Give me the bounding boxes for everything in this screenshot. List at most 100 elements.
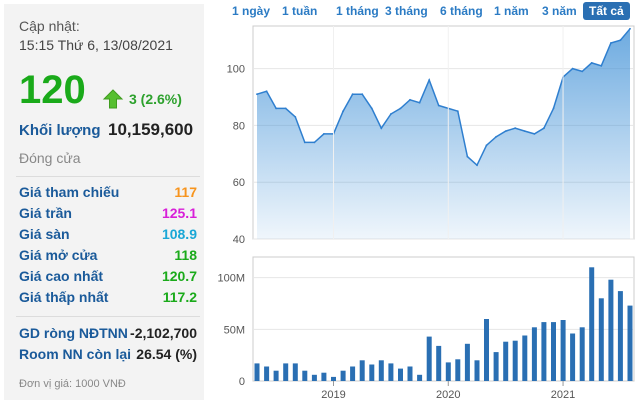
price-point [323,133,325,135]
price-point [514,127,517,130]
range-6-month-button[interactable]: 6 tháng [440,4,483,18]
volume-bar [311,374,317,381]
stat-reference-price: Giá tham chiếu 117 [19,184,197,204]
price-point [552,107,555,110]
foreign-value: 26.54 (%) [136,346,197,362]
price-point [456,110,459,113]
price-point [256,93,258,96]
range-1-year-button[interactable]: 1 năm [494,4,529,18]
price-point [370,107,373,110]
price-point [361,93,364,96]
price-point [485,144,488,147]
price-point [418,101,421,104]
price-area [257,28,630,239]
price-axis-tick-label: 100 [227,64,245,76]
stat-value: 120.7 [161,268,197,284]
volume-bar [560,320,566,381]
stat-value: 118 [174,247,197,263]
updated-time: 15:15 Thứ 6, 13/08/2021 [19,37,173,53]
volume-bar [388,363,394,381]
stat-label: Giá cao nhất [19,268,104,284]
price-point [495,135,497,138]
range-1-week-button[interactable]: 1 tuần [282,4,318,18]
volume-bar [455,359,461,381]
volume-bar [617,291,623,381]
volume-bar [598,298,604,381]
price-point [590,62,593,64]
price-point [523,130,526,132]
price-axis-tick-label: 80 [233,120,245,132]
foreign-label: GD ròng NĐTNN [19,325,128,341]
stat-low-price: Giá thấp nhất 117.2 [19,289,197,309]
stat-label: Giá mở cửa [19,247,98,263]
arrow-up-icon [102,89,124,109]
volume-bar [350,366,356,381]
volume-bar [292,363,298,381]
foreign-value: -2,102,700 [130,325,197,341]
price-point [533,133,536,135]
volume-bar [608,279,614,381]
stat-open-price: Giá mở cửa 118 [19,247,197,267]
range-3-month-button[interactable]: 3 tháng [385,4,428,18]
price-point [342,110,344,113]
stat-value: 125.1 [161,205,197,221]
volume-axis-tick-label: 100M [217,273,245,285]
quote-panel: Cập nhật: 15:15 Thứ 6, 13/08/2021 120 3 … [4,4,204,400]
range-3-year-button[interactable]: 3 năm [542,4,577,18]
volume-label: Khối lượng [19,122,101,139]
price-point [275,107,277,110]
stat-label: Giá trần [19,205,72,221]
price-point [619,39,622,42]
price-point [504,130,507,132]
stat-label: Giá sàn [19,226,70,242]
volume-axis-tick-label: 50M [224,324,245,336]
volume-bar [340,370,346,381]
stat-label: Giá tham chiếu [19,184,120,200]
foreign-net-trade: GD ròng NĐTNN -2,102,700 [19,325,197,345]
volume-bar [579,327,585,381]
volume-bar [464,343,470,381]
range-1-day-button[interactable]: 1 ngày [232,4,271,18]
volume-bar [570,333,576,381]
volume-bar [264,366,270,381]
volume-bar [627,305,633,381]
price-point [466,155,469,158]
change-value: 3 (2.6%) [129,91,182,107]
stat-value: 117 [174,184,197,200]
price-point [409,98,411,101]
volume-bar [302,370,308,381]
volume-bar [474,360,480,381]
volume-bar [522,335,528,381]
volume-axis-tick-label: 0 [239,376,245,388]
volume-bar [407,366,413,381]
price-point [571,67,574,70]
volume-bar [273,370,279,381]
range-all-button[interactable]: Tất cả [583,2,630,20]
volume-bar [359,360,365,381]
price-point [303,141,306,144]
price-point [294,116,297,118]
price-line [256,28,631,167]
volume-bar [541,322,547,381]
updated-label: Cập nhật: [19,18,80,34]
volume-bar [398,368,403,381]
price-point [610,42,612,44]
volume-bar [283,363,289,381]
price-point [399,107,402,110]
volume-bar [589,267,595,381]
stat-floor-price: Giá sàn 108.9 [19,226,197,246]
stat-value: 117.2 [162,289,197,305]
volume-bar [436,345,442,381]
price-point [428,79,431,81]
x-axis-tick-label: 2020 [436,389,460,401]
volume-bar [369,364,375,381]
price-point [629,27,631,30]
volume-bar [503,341,509,381]
price-axis-tick-label: 40 [233,234,245,246]
x-axis-tick-label: 2021 [551,389,575,401]
volume-bar [321,372,327,381]
price-unit-note: Đơn vị giá: 1000 VNĐ [19,378,126,390]
range-1-month-button[interactable]: 1 tháng [336,4,379,18]
price-point [265,90,268,93]
market-status: Đóng cửa [19,150,81,166]
